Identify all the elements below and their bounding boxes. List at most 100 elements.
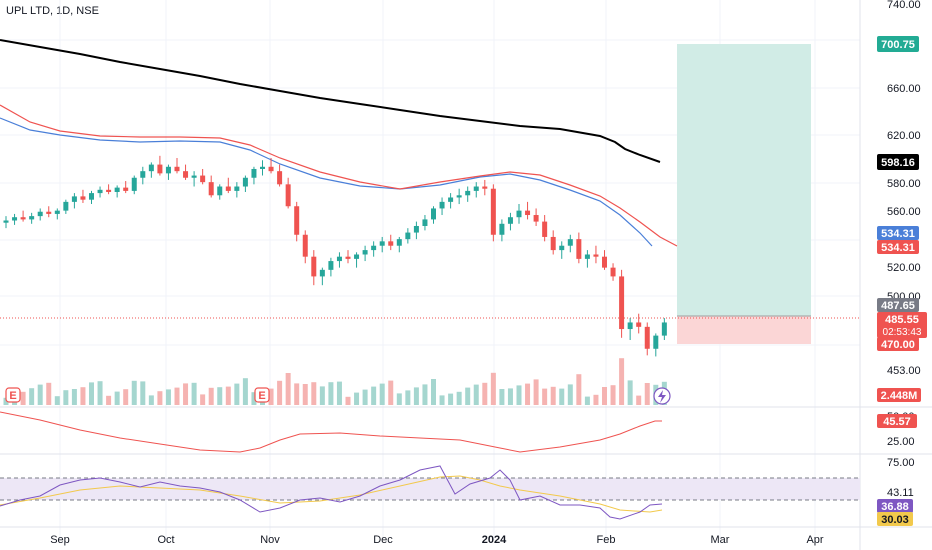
- candle[interactable]: [627, 322, 633, 330]
- candle[interactable]: [431, 208, 436, 220]
- candle[interactable]: [465, 190, 471, 196]
- volume-bar: [328, 382, 334, 405]
- volume-bar: [619, 358, 625, 405]
- earnings-marker[interactable]: E: [254, 387, 270, 403]
- candle[interactable]: [200, 175, 206, 183]
- candle[interactable]: [533, 215, 539, 222]
- candle[interactable]: [362, 250, 368, 255]
- candle[interactable]: [576, 239, 582, 259]
- candle[interactable]: [268, 166, 274, 172]
- candle[interactable]: [260, 166, 265, 169]
- candle[interactable]: [131, 177, 137, 191]
- volume-bar: [559, 388, 565, 405]
- candle[interactable]: [157, 164, 163, 174]
- stop-zone[interactable]: [677, 316, 811, 344]
- candle[interactable]: [371, 245, 377, 251]
- candle[interactable]: [396, 239, 402, 246]
- candle[interactable]: [482, 186, 488, 189]
- target-zone[interactable]: [677, 44, 811, 316]
- candle[interactable]: [345, 256, 351, 259]
- candle[interactable]: [140, 171, 146, 178]
- candle[interactable]: [525, 210, 531, 216]
- candle[interactable]: [37, 211, 43, 217]
- candle[interactable]: [217, 186, 223, 196]
- candle[interactable]: [29, 216, 35, 220]
- candle[interactable]: [388, 241, 394, 246]
- candle[interactable]: [619, 276, 625, 330]
- candle[interactable]: [602, 256, 607, 268]
- candle[interactable]: [242, 177, 248, 187]
- candle[interactable]: [46, 211, 52, 214]
- candle[interactable]: [610, 267, 616, 277]
- candle[interactable]: [54, 210, 60, 214]
- candle[interactable]: [328, 261, 334, 270]
- candle[interactable]: [97, 189, 103, 194]
- candle[interactable]: [473, 186, 479, 191]
- volume-bar: [208, 387, 214, 405]
- candle[interactable]: [379, 241, 385, 246]
- candle[interactable]: [319, 269, 325, 277]
- candle[interactable]: [3, 220, 9, 223]
- candle[interactable]: [439, 201, 445, 209]
- svg-text:598.16: 598.16: [881, 157, 915, 169]
- candle[interactable]: [251, 168, 257, 178]
- earnings-marker[interactable]: E: [5, 387, 21, 403]
- y-tick: 520.00: [887, 262, 921, 274]
- volume-bar: [183, 383, 189, 405]
- candle[interactable]: [542, 221, 548, 237]
- candle[interactable]: [148, 164, 154, 172]
- candle[interactable]: [106, 189, 112, 192]
- candle[interactable]: [448, 197, 454, 202]
- candle[interactable]: [89, 193, 94, 200]
- candle[interactable]: [12, 217, 18, 221]
- candle[interactable]: [285, 184, 291, 207]
- candle[interactable]: [302, 234, 308, 257]
- candle[interactable]: [174, 166, 180, 172]
- candle[interactable]: [593, 254, 599, 257]
- candle[interactable]: [71, 196, 77, 202]
- candle[interactable]: [225, 186, 231, 191]
- volume-bar: [525, 383, 531, 405]
- candle[interactable]: [80, 196, 86, 200]
- candle[interactable]: [294, 206, 300, 235]
- candle[interactable]: [550, 236, 556, 251]
- candle[interactable]: [165, 166, 171, 174]
- candle[interactable]: [584, 254, 590, 259]
- candle[interactable]: [183, 171, 189, 178]
- candle[interactable]: [234, 186, 240, 191]
- lightning-icon[interactable]: [653, 387, 671, 405]
- candle[interactable]: [636, 322, 642, 327]
- candle[interactable]: [123, 187, 129, 191]
- volume-bar: [636, 395, 642, 405]
- volume-bars: [3, 358, 667, 405]
- candle[interactable]: [661, 322, 667, 336]
- candle[interactable]: [277, 171, 283, 185]
- candle[interactable]: [354, 254, 360, 259]
- candle[interactable]: [516, 210, 522, 218]
- volume-bar: [379, 383, 385, 405]
- candle[interactable]: [311, 256, 317, 277]
- candle[interactable]: [644, 326, 650, 349]
- candle[interactable]: [499, 223, 505, 235]
- candle[interactable]: [63, 201, 69, 211]
- volume-bar: [89, 382, 94, 405]
- candle[interactable]: [507, 217, 513, 224]
- candle[interactable]: [336, 256, 342, 262]
- candle[interactable]: [191, 175, 197, 178]
- volume-bar: [405, 390, 411, 405]
- candle[interactable]: [20, 217, 26, 220]
- volume-bar: [217, 387, 223, 405]
- volume-bar: [97, 381, 103, 405]
- candle[interactable]: [653, 335, 659, 349]
- candle[interactable]: [422, 219, 428, 226]
- candle[interactable]: [567, 239, 573, 246]
- candle[interactable]: [208, 182, 214, 196]
- candle[interactable]: [490, 188, 496, 235]
- candle[interactable]: [114, 187, 120, 192]
- candle[interactable]: [559, 245, 565, 251]
- candle[interactable]: [413, 225, 419, 233]
- tag-volume: 2.448M: [877, 388, 921, 402]
- candle[interactable]: [405, 232, 411, 240]
- candle[interactable]: [456, 195, 462, 198]
